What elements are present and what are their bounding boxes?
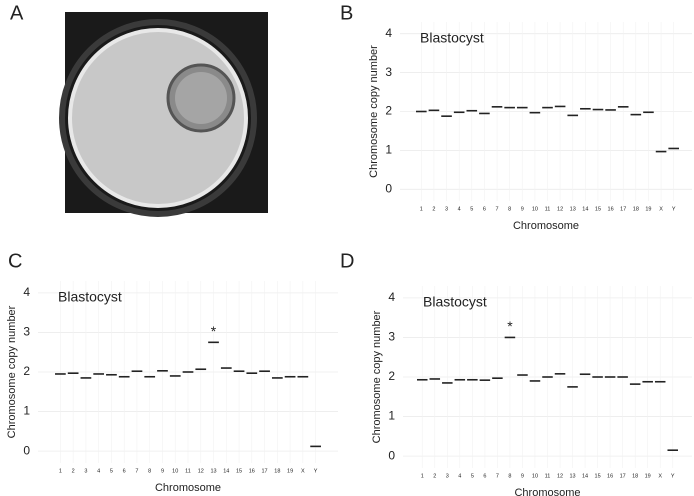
x-tick-label: 1 [420, 206, 423, 212]
x-tick-label: Y [314, 468, 318, 474]
x-tick-label: 16 [608, 206, 614, 212]
x-tick-label: 6 [123, 468, 126, 474]
x-tick-label: 14 [223, 468, 229, 474]
x-tick-label: 2 [433, 473, 436, 479]
y-axis-title: Chromosome copy number [368, 45, 380, 178]
x-tick-label: 19 [287, 468, 293, 474]
x-tick-label: 11 [185, 468, 191, 474]
x-tick-label: 17 [620, 206, 626, 212]
y-tick-label: 0 [23, 443, 30, 457]
x-tick-label: 7 [135, 468, 138, 474]
y-tick-label: 0 [385, 181, 392, 195]
x-tick-label: 15 [595, 473, 601, 479]
x-tick-label: 17 [262, 468, 268, 474]
x-tick-label: 18 [274, 468, 280, 474]
x-axis-title: Chromosome [155, 482, 221, 494]
y-tick-label: 1 [385, 143, 392, 157]
x-tick-label: 6 [483, 473, 486, 479]
annotation: * [507, 318, 513, 334]
annotation: * [211, 323, 217, 339]
x-tick-label: 12 [557, 206, 563, 212]
x-tick-label: 5 [110, 468, 113, 474]
x-tick-label: 15 [236, 468, 242, 474]
x-tick-label: 9 [161, 468, 164, 474]
x-tick-label: 19 [645, 206, 651, 212]
x-tick-label: 8 [508, 473, 511, 479]
x-tick-label: 7 [495, 206, 498, 212]
chart-title: Blastocyst [420, 30, 484, 46]
chart-title: Blastocyst [58, 289, 122, 305]
x-tick-label: 11 [545, 473, 551, 479]
x-tick-label: 11 [545, 206, 551, 212]
x-tick-label: 1 [59, 468, 62, 474]
y-tick-label: 4 [23, 285, 30, 299]
y-tick-label: 1 [23, 404, 30, 418]
x-tick-label: 5 [470, 206, 473, 212]
panel-label: C [8, 250, 22, 272]
x-tick-label: 6 [483, 206, 486, 212]
x-tick-label: 13 [569, 473, 575, 479]
x-tick-label: 4 [458, 206, 461, 212]
embryo-image [59, 12, 268, 217]
x-tick-label: 15 [595, 206, 601, 212]
chart-title: Blastocyst [423, 294, 487, 310]
x-tick-label: 8 [148, 468, 151, 474]
x-tick-label: 1 [421, 473, 424, 479]
x-tick-label: Y [672, 206, 676, 212]
x-tick-label: X [659, 206, 663, 212]
panel-label: D [340, 250, 354, 272]
panel-label: A [10, 2, 24, 24]
x-tick-label: 18 [632, 473, 638, 479]
x-tick-label: 2 [432, 206, 435, 212]
x-tick-label: X [301, 468, 305, 474]
y-tick-label: 3 [385, 65, 392, 79]
x-tick-label: 10 [532, 206, 538, 212]
panel-label: B [340, 2, 353, 24]
x-tick-label: 8 [508, 206, 511, 212]
x-axis-title: Chromosome [514, 487, 580, 496]
x-tick-label: 12 [198, 468, 204, 474]
x-tick-label: Y [671, 473, 675, 479]
y-tick-label: 0 [388, 448, 395, 462]
x-tick-label: 19 [645, 473, 651, 479]
y-tick-label: 2 [385, 104, 392, 118]
x-tick-label: 16 [607, 473, 613, 479]
y-tick-label: 3 [23, 325, 30, 339]
x-tick-label: 9 [521, 473, 524, 479]
x-tick-label: 17 [620, 473, 626, 479]
x-tick-label: 10 [532, 473, 538, 479]
y-tick-label: 2 [388, 369, 395, 383]
y-axis-title: Chromosome copy number [371, 310, 383, 443]
x-tick-label: 3 [446, 473, 449, 479]
x-tick-label: 7 [496, 473, 499, 479]
y-tick-label: 3 [388, 330, 395, 344]
x-tick-label: 14 [582, 206, 588, 212]
x-tick-label: 2 [72, 468, 75, 474]
y-tick-label: 4 [388, 290, 395, 304]
x-axis-title: Chromosome [513, 220, 579, 232]
x-tick-label: 14 [582, 473, 588, 479]
x-tick-label: 13 [210, 468, 216, 474]
x-tick-label: 13 [570, 206, 576, 212]
x-tick-label: 4 [97, 468, 100, 474]
x-tick-label: 12 [557, 473, 563, 479]
x-tick-label: 9 [521, 206, 524, 212]
x-tick-label: 3 [84, 468, 87, 474]
y-tick-label: 1 [388, 409, 395, 423]
x-tick-label: 4 [458, 473, 461, 479]
x-tick-label: X [658, 473, 662, 479]
x-tick-label: 16 [249, 468, 255, 474]
x-tick-label: 18 [633, 206, 639, 212]
x-tick-label: 5 [471, 473, 474, 479]
y-tick-label: 4 [385, 26, 392, 40]
x-tick-label: 10 [172, 468, 178, 474]
x-tick-label: 3 [445, 206, 448, 212]
y-axis-title: Chromosome copy number [6, 305, 18, 438]
y-tick-label: 2 [23, 364, 30, 378]
